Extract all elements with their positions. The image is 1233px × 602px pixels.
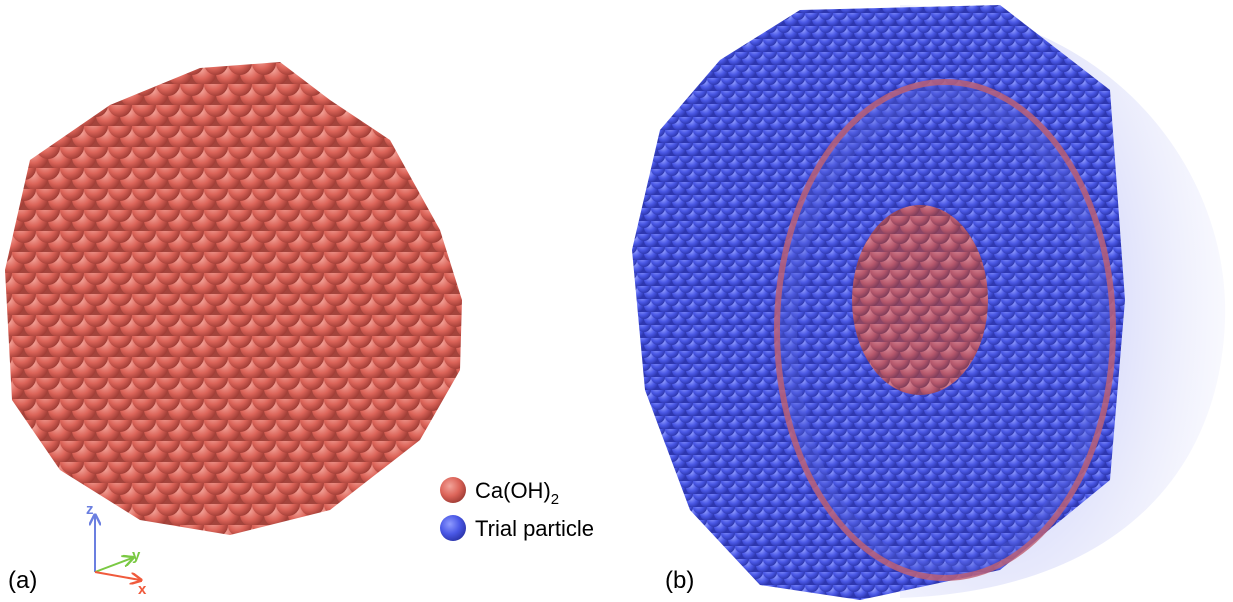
legend-label: Ca(OH)2 (475, 478, 559, 508)
panel-a: (a) z y x (5, 62, 462, 598)
y-label: y (132, 547, 141, 564)
panel-b: (b) (632, 5, 1226, 600)
panel-label: (a) (8, 567, 37, 594)
red-ring (774, 79, 1116, 581)
legend-label: Trial particle (475, 516, 594, 541)
red-cluster (5, 62, 462, 535)
legend-swatch (440, 477, 466, 503)
x-axis (94, 571, 140, 580)
y-axis (94, 558, 132, 573)
panel-label: (b) (665, 567, 694, 594)
legend-text: Ca(OH) (475, 478, 551, 503)
axis-triad: z y x (86, 501, 147, 598)
legend-swatch (440, 515, 466, 541)
z-label: z (86, 501, 94, 518)
x-label: x (138, 581, 147, 598)
core (852, 205, 988, 395)
legend-subscript: 2 (551, 491, 559, 508)
legend: Ca(OH)2 Trial particle (440, 477, 594, 541)
